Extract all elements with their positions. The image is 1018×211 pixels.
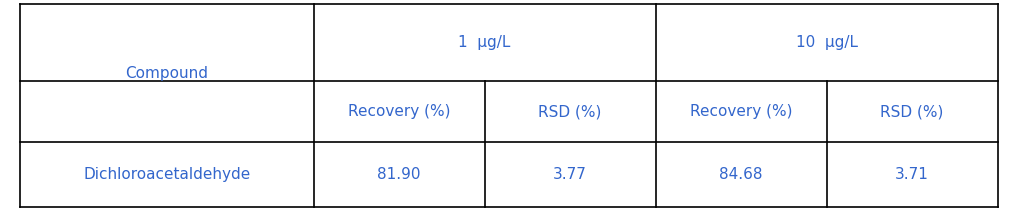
- Text: 3.71: 3.71: [895, 167, 929, 182]
- Text: 84.68: 84.68: [720, 167, 762, 182]
- Text: RSD (%): RSD (%): [881, 104, 944, 119]
- Text: Compound: Compound: [125, 66, 209, 81]
- Text: Recovery (%): Recovery (%): [348, 104, 450, 119]
- Text: 3.77: 3.77: [553, 167, 587, 182]
- Text: Dichloroacetaldehyde: Dichloroacetaldehyde: [83, 167, 250, 182]
- Text: 81.90: 81.90: [378, 167, 420, 182]
- Text: Recovery (%): Recovery (%): [690, 104, 792, 119]
- Text: 1  μg/L: 1 μg/L: [458, 35, 511, 50]
- Text: 10  μg/L: 10 μg/L: [796, 35, 857, 50]
- Text: RSD (%): RSD (%): [539, 104, 602, 119]
